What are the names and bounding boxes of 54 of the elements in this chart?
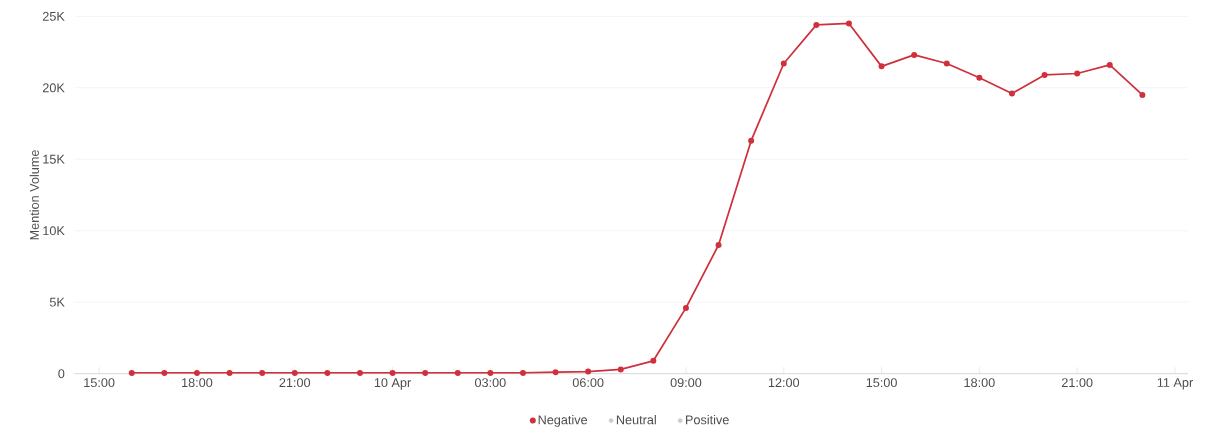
point <box>813 21 820 28</box>
point <box>715 242 722 249</box>
x-tick-label: 06:00 <box>572 378 604 388</box>
y-tick-label: 25K <box>42 11 65 21</box>
x-tick-label: 18:00 <box>964 378 995 388</box>
legend-label: Neutral <box>616 415 656 425</box>
x-tick-label: 11 Apr <box>1157 378 1193 390</box>
point <box>519 369 526 376</box>
x-tick-label: 15:00 <box>84 378 115 388</box>
point <box>911 51 918 58</box>
point <box>193 369 200 376</box>
point <box>1074 70 1081 77</box>
y-tick-label: 15K <box>43 154 65 164</box>
point <box>878 63 885 70</box>
point <box>617 366 624 373</box>
point <box>682 304 689 311</box>
point <box>976 74 983 81</box>
point <box>389 369 396 376</box>
point <box>650 357 657 364</box>
point <box>1106 61 1113 68</box>
point <box>161 369 168 376</box>
point <box>1139 91 1146 98</box>
x-tick-label: 12:00 <box>768 378 800 388</box>
x-tick-label: 03:00 <box>474 378 506 388</box>
point <box>748 137 755 144</box>
point <box>845 20 852 27</box>
legend-label: Negative <box>538 415 588 427</box>
y-tick-label: 5K <box>49 297 65 307</box>
point <box>1041 71 1048 78</box>
point <box>291 369 298 376</box>
point <box>259 369 266 376</box>
point <box>585 368 592 375</box>
point <box>324 369 331 376</box>
y-tick-label: 0 <box>58 369 65 379</box>
point <box>1008 90 1015 97</box>
point <box>422 369 429 376</box>
point <box>943 60 950 67</box>
point <box>128 369 135 376</box>
y-tick-label: 10K <box>43 226 65 236</box>
point <box>226 369 233 376</box>
point <box>454 369 461 376</box>
point <box>552 369 559 376</box>
legend-label: Positive <box>686 415 729 425</box>
point <box>356 369 363 376</box>
y-tick-label: 20K <box>42 83 65 93</box>
y-axis-title: Mention Volume <box>29 150 39 240</box>
x-tick-label: 18:00 <box>182 378 213 388</box>
x-tick-label: 10 Apr <box>374 378 411 390</box>
x-tick-label: 15:00 <box>866 378 897 388</box>
x-tick-label: 21:00 <box>1061 378 1093 388</box>
x-tick-label: 09:00 <box>670 378 702 388</box>
point <box>780 60 787 67</box>
point <box>487 369 494 376</box>
x-tick-label: 21:00 <box>279 378 311 388</box>
